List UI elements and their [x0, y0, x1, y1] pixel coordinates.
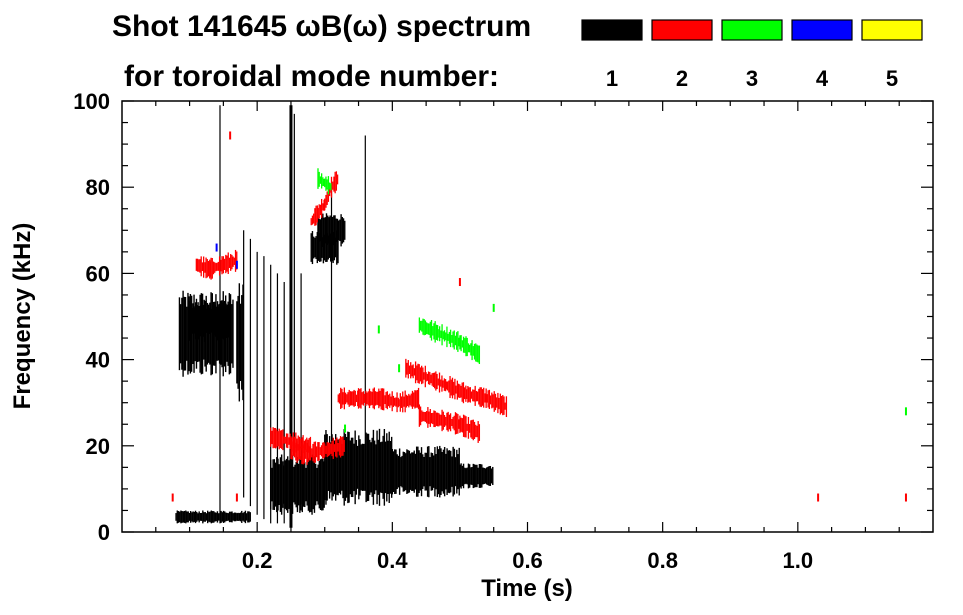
- y-tick-label: 60: [86, 261, 110, 286]
- y-tick-label: 40: [86, 348, 110, 373]
- series-3-dot-4: [492, 303, 495, 312]
- series-3-dot-0: [398, 364, 401, 373]
- legend-label: 4: [816, 66, 829, 91]
- series-3-curve-1: [317, 168, 332, 195]
- series-2-curve-1: [337, 387, 420, 413]
- legend-item-1: 1: [581, 19, 643, 91]
- x-tick-label: 0.8: [647, 548, 678, 573]
- legend: 1 2 3 4 5: [581, 19, 923, 91]
- series-2-dot-3: [904, 493, 907, 502]
- series-n3: [317, 168, 907, 433]
- series-2-dot-2: [817, 493, 820, 502]
- series-2-curve-3: [418, 404, 481, 443]
- legend-item-4: 4: [791, 19, 853, 91]
- legend-swatch: [651, 19, 713, 41]
- series-n2: [171, 131, 907, 502]
- x-tick-label: 0.6: [512, 548, 543, 573]
- legend-swatch: [721, 19, 783, 41]
- legend-label: 2: [676, 66, 688, 91]
- series-n1: [175, 105, 494, 528]
- legend-label: 5: [886, 66, 898, 91]
- series-2-dot-4: [458, 278, 461, 287]
- series-2-dot-5: [229, 131, 232, 140]
- series-4-dot-0: [215, 243, 218, 252]
- y-tick-label: 100: [73, 89, 110, 114]
- chart-subtitle: for toroidal mode number:: [124, 60, 499, 93]
- x-tick-label: 0.2: [242, 548, 273, 573]
- series-1-blob-9: [175, 510, 251, 524]
- legend-label: 3: [746, 66, 758, 91]
- series-1-blob-5: [391, 445, 460, 498]
- chart-title: Shot 141645 ωB(ω) spectrum: [112, 10, 531, 43]
- series-1-blob-3: [269, 454, 325, 515]
- y-tick-label: 80: [86, 175, 110, 200]
- plot-data: [171, 105, 907, 528]
- series-3-dot-3: [344, 424, 347, 433]
- x-axis-title: Time (s): [481, 575, 573, 602]
- series-n4: [215, 243, 238, 269]
- x-tick-label: 1.0: [783, 548, 814, 573]
- series-3-dot-1: [377, 325, 380, 334]
- y-axis-title: Frequency (kHz): [9, 223, 36, 410]
- legend-item-2: 2: [651, 19, 713, 91]
- series-3-dot-2: [904, 407, 907, 416]
- y-tick-label: 20: [86, 434, 110, 459]
- x-tick-label: 0.4: [377, 548, 408, 573]
- series-4-dot-1: [235, 260, 238, 269]
- legend-swatch: [861, 19, 923, 41]
- axes: 0.2 0.4 0.6 0.8 1.0 0 20 40 60 80 100: [73, 89, 934, 573]
- series-2-curve-0: [310, 171, 339, 226]
- series-3-curve-0: [418, 317, 481, 364]
- legend-swatch: [581, 19, 643, 41]
- series-1-blob-1: [188, 299, 231, 342]
- series-2-curve-5: [195, 249, 238, 280]
- series-2-dot-0: [235, 493, 238, 502]
- series-1-blob-2: [236, 283, 244, 402]
- y-tick-label: 0: [98, 520, 110, 545]
- series-2-dot-1: [171, 493, 174, 502]
- series-1-blob-0: [178, 290, 234, 377]
- title-block: Shot 141645 ωB(ω) spectrum for toroidal …: [112, 10, 531, 93]
- series-2-curve-2: [405, 358, 508, 418]
- legend-item-3: 3: [721, 19, 783, 91]
- legend-swatch: [791, 19, 853, 41]
- series-2-curve-6: [270, 427, 312, 455]
- legend-item-5: 5: [861, 19, 923, 91]
- series-1-blob-6: [459, 463, 494, 489]
- series-1-blob-4: [324, 428, 393, 506]
- legend-label: 1: [606, 66, 618, 91]
